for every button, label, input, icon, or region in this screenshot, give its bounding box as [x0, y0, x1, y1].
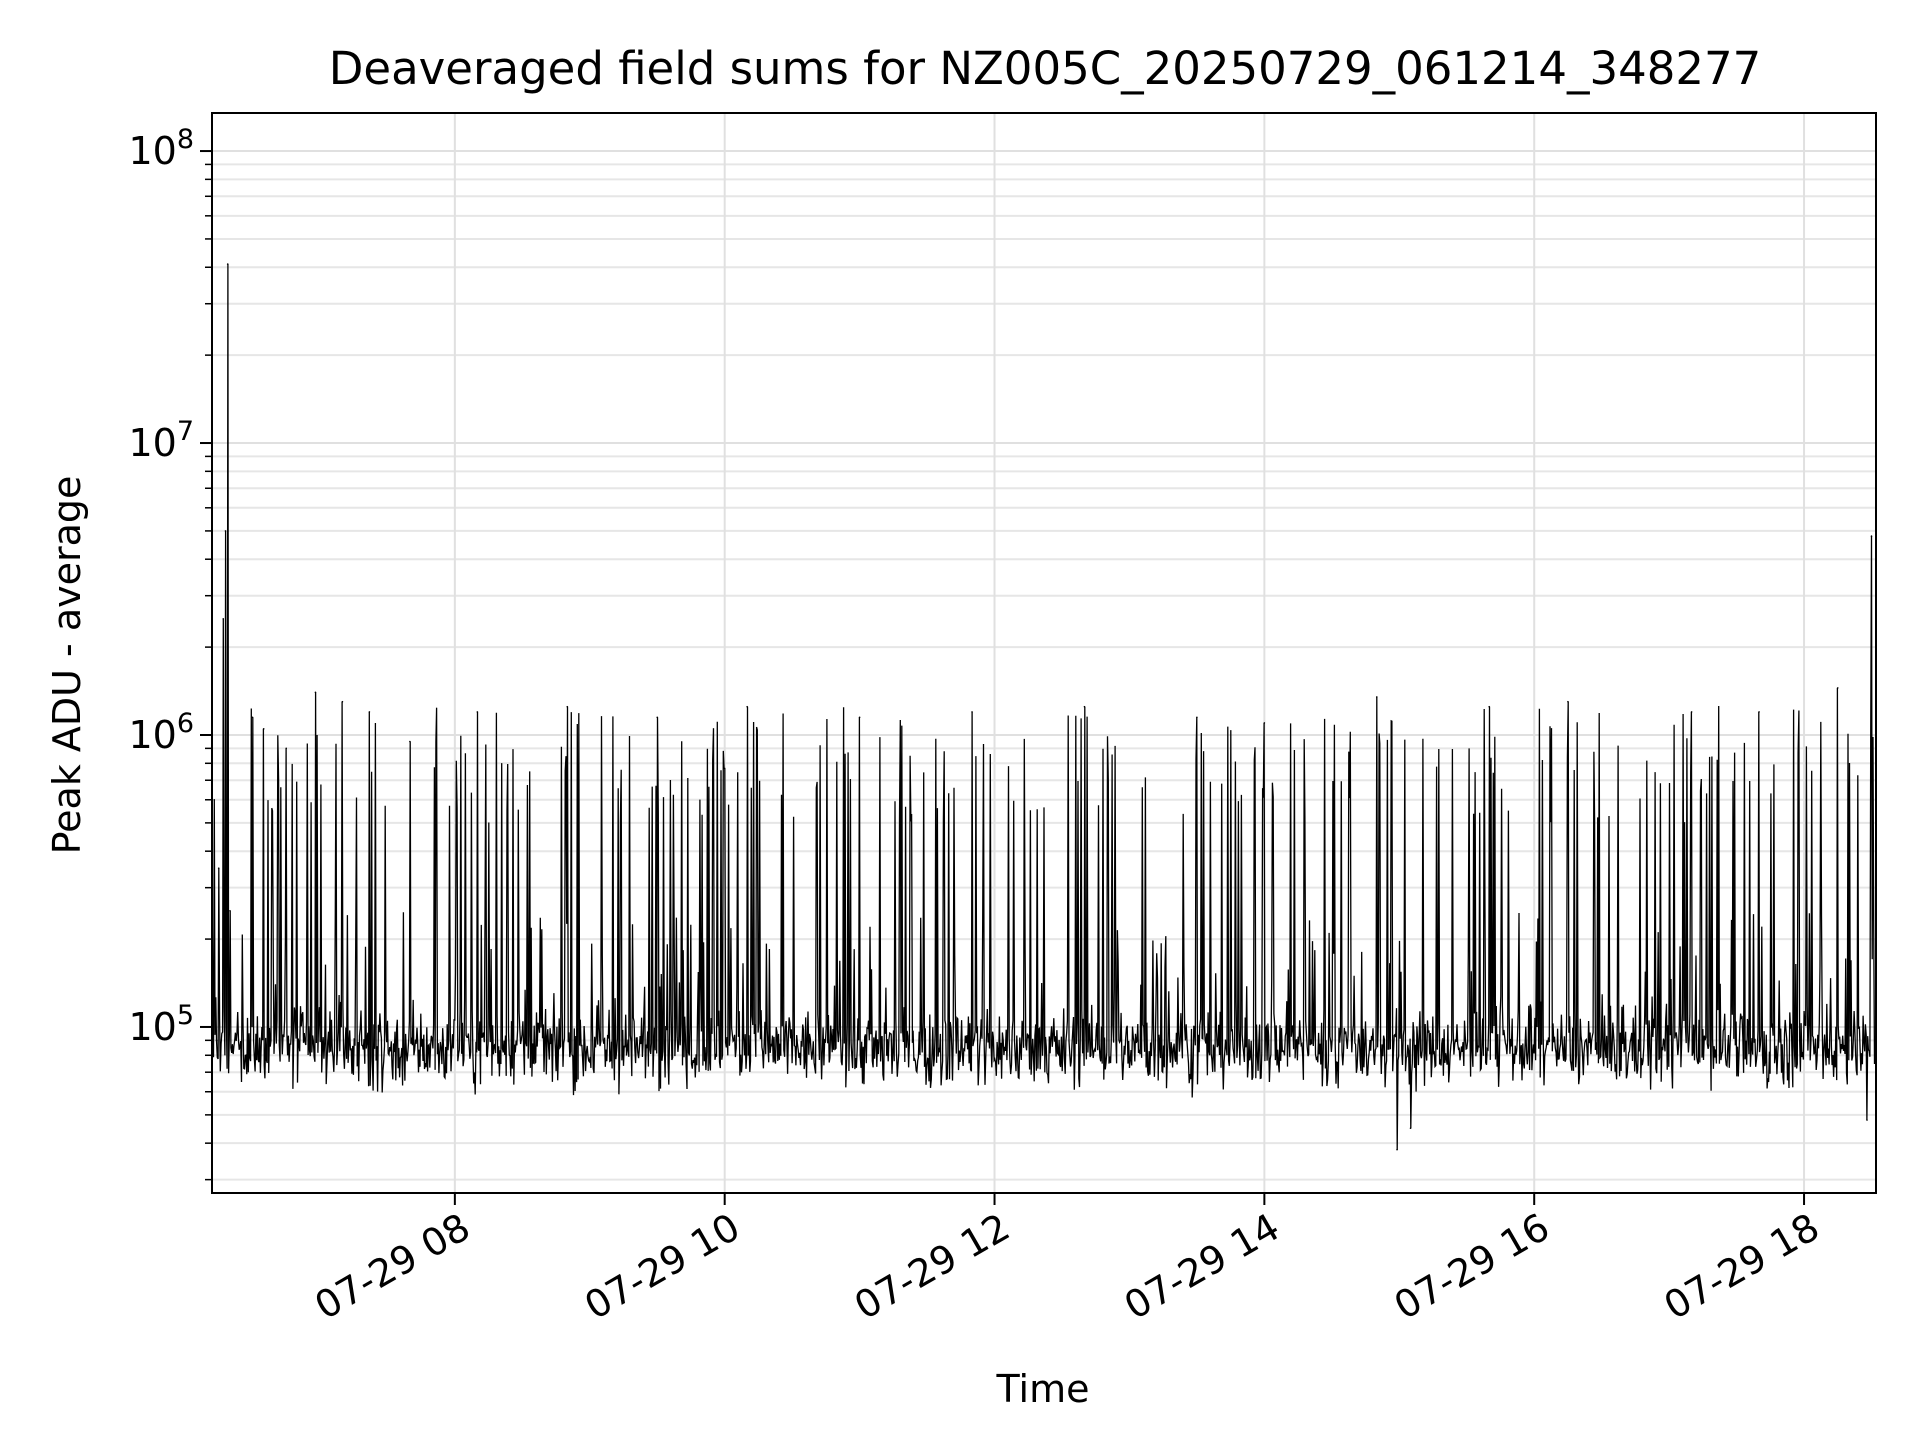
data-point: [1758, 711, 1760, 713]
data-point: [1567, 700, 1569, 703]
data-point: [224, 530, 227, 532]
data-point: [213, 798, 216, 801]
data-point: [1870, 535, 1873, 537]
data-point: [1396, 1148, 1398, 1151]
data-series-line: [211, 264, 1877, 1150]
x-tick-label: 07-29 12: [847, 1205, 1017, 1329]
data-point: [858, 716, 861, 719]
data-point: [476, 711, 479, 713]
y-tick-label: 105: [128, 1000, 194, 1049]
y-tick-base: 10: [128, 421, 176, 465]
y-tick-exponent: 8: [177, 124, 194, 155]
x-tick-label: 07-29 18: [1657, 1205, 1827, 1329]
y-tick-exponent: 5: [177, 1000, 194, 1031]
data-point: [314, 691, 317, 694]
data-point: [1488, 705, 1491, 708]
data-point: [341, 700, 344, 703]
y-axis-label: Peak ADU - average: [45, 476, 89, 855]
data-point: [566, 705, 569, 708]
data-point: [1376, 696, 1378, 698]
data-point: [1196, 716, 1198, 719]
data-point: [971, 711, 973, 713]
y-tick-exponent: 6: [177, 708, 194, 739]
plot-frame: [211, 112, 1877, 1194]
data-point: [251, 716, 254, 719]
y-tick-label: 107: [128, 416, 194, 465]
data-point: [1836, 687, 1839, 689]
y-tick-base: 10: [128, 713, 176, 757]
data-point: [217, 867, 220, 869]
data-point: [215, 1039, 218, 1042]
y-tick-base: 10: [128, 1005, 176, 1049]
y-tick-label: 106: [128, 708, 194, 757]
data-point: [656, 716, 659, 719]
chart-title: Deaveraged field sums for NZ005C_2025072…: [329, 42, 1761, 95]
data-point: [409, 740, 411, 743]
data-point: [1690, 711, 1693, 713]
data-point: [746, 705, 748, 708]
data-point: [226, 263, 229, 265]
data-point: [229, 909, 231, 912]
data-point: [1083, 705, 1086, 708]
data-point: [1263, 722, 1266, 724]
data-point: [368, 711, 371, 713]
x-tick-label: 07-29 14: [1117, 1205, 1287, 1329]
y-tick-base: 10: [128, 129, 176, 173]
y-tick-exponent: 7: [177, 416, 194, 447]
data-point: [262, 728, 265, 730]
data-point: [222, 618, 225, 620]
series-layer: [211, 263, 1877, 1151]
x-axis-label: Time: [996, 1367, 1090, 1411]
x-tick-label: 07-29 16: [1387, 1205, 1557, 1329]
x-tick-label: 07-29 08: [307, 1205, 477, 1329]
data-point: [285, 747, 288, 750]
data-point: [1409, 1127, 1412, 1130]
y-tick-label: 108: [128, 124, 194, 173]
data-point: [1866, 1119, 1868, 1121]
x-tick-label: 07-29 10: [577, 1205, 747, 1329]
